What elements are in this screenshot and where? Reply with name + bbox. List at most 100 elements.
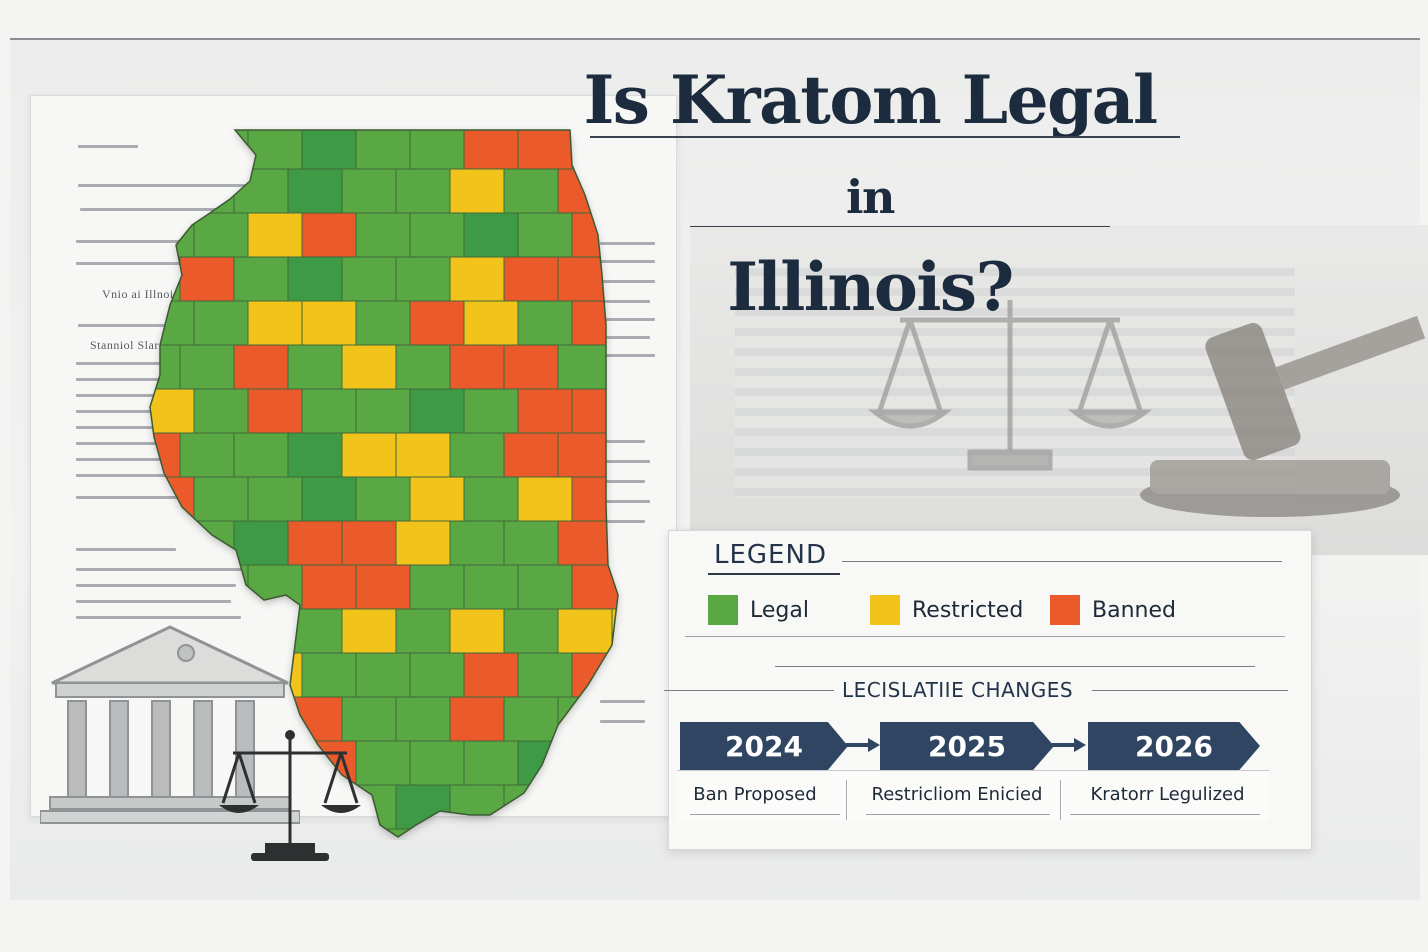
county <box>503 520 559 566</box>
timeline-year-2026: 2026 <box>1088 722 1260 770</box>
county <box>301 652 357 698</box>
county <box>150 520 181 566</box>
county <box>463 652 519 698</box>
county <box>233 432 289 478</box>
county <box>233 256 289 302</box>
changes-top-rule <box>775 666 1255 667</box>
county <box>341 344 397 390</box>
county <box>503 608 559 654</box>
county <box>611 432 618 478</box>
timeline-event-2024: Ban Proposed <box>693 784 817 805</box>
county <box>449 520 505 566</box>
county <box>355 212 411 258</box>
document-text-line <box>76 458 236 461</box>
document-text-line <box>600 354 655 357</box>
county <box>355 652 411 698</box>
arrow-right-icon <box>846 738 880 752</box>
document-text-line <box>600 280 655 283</box>
document-text-line <box>600 242 655 245</box>
county <box>395 256 451 302</box>
document-text-line <box>76 616 241 619</box>
county <box>355 476 411 522</box>
county <box>626 653 630 697</box>
county <box>287 432 343 478</box>
county <box>557 432 613 478</box>
county <box>247 130 303 170</box>
county <box>557 344 613 390</box>
document-text-line <box>76 548 176 551</box>
county <box>233 168 289 214</box>
county <box>409 212 465 258</box>
county <box>449 168 505 214</box>
county <box>395 520 451 566</box>
county <box>503 696 559 742</box>
document-text-line <box>600 720 645 723</box>
county <box>341 432 397 478</box>
document-text-line <box>600 520 645 523</box>
courthouse-icon <box>40 625 300 824</box>
county <box>179 168 235 214</box>
county <box>395 784 451 830</box>
legend-swatch-banned <box>1050 595 1080 625</box>
county <box>557 696 613 742</box>
county <box>193 300 249 346</box>
event-underline <box>866 814 1050 815</box>
county <box>301 300 357 346</box>
county <box>463 828 519 837</box>
document-text-line <box>76 240 256 243</box>
county-grid <box>150 130 630 837</box>
document-text-line <box>600 480 645 483</box>
legend-swatch-legal <box>708 595 738 625</box>
county <box>355 130 411 170</box>
document-text-line <box>600 500 650 503</box>
document-text-line <box>78 324 178 327</box>
county <box>233 344 289 390</box>
county <box>409 388 465 434</box>
document-text-line <box>78 184 278 187</box>
document-text-line <box>76 474 246 477</box>
gavel-icon <box>1140 315 1426 517</box>
county <box>463 564 519 610</box>
county <box>463 300 519 346</box>
document-text-line <box>600 336 650 339</box>
county <box>247 388 303 434</box>
county <box>557 608 613 654</box>
county <box>179 432 235 478</box>
county <box>301 476 357 522</box>
county <box>517 388 573 434</box>
county <box>355 740 411 786</box>
county <box>355 300 411 346</box>
county <box>355 564 411 610</box>
legend-label-banned: Banned <box>1092 597 1176 623</box>
county <box>193 212 249 258</box>
county <box>341 168 397 214</box>
title-underline <box>690 226 1110 227</box>
county <box>449 696 505 742</box>
legend-item-restricted: Restricted <box>870 594 1023 626</box>
event-underline <box>690 814 840 815</box>
timeline-event-2025: Restricliom Enicied <box>871 784 1043 805</box>
county <box>287 344 343 390</box>
county <box>179 344 235 390</box>
county <box>150 432 181 478</box>
document-text-line <box>76 584 236 587</box>
legend-title-underline <box>708 573 840 575</box>
county <box>409 476 465 522</box>
county <box>395 344 451 390</box>
county <box>341 696 397 742</box>
county <box>626 741 630 785</box>
county <box>150 564 195 610</box>
county <box>247 300 303 346</box>
county <box>193 388 249 434</box>
county <box>517 828 573 837</box>
legend-item-legal: Legal <box>708 594 809 626</box>
county <box>395 168 451 214</box>
county <box>571 564 618 610</box>
document-text-line <box>600 700 645 703</box>
county <box>463 130 519 170</box>
county <box>517 476 573 522</box>
county <box>301 388 357 434</box>
document-text-line <box>76 568 246 571</box>
title-line2: Illinois? <box>727 248 1014 326</box>
